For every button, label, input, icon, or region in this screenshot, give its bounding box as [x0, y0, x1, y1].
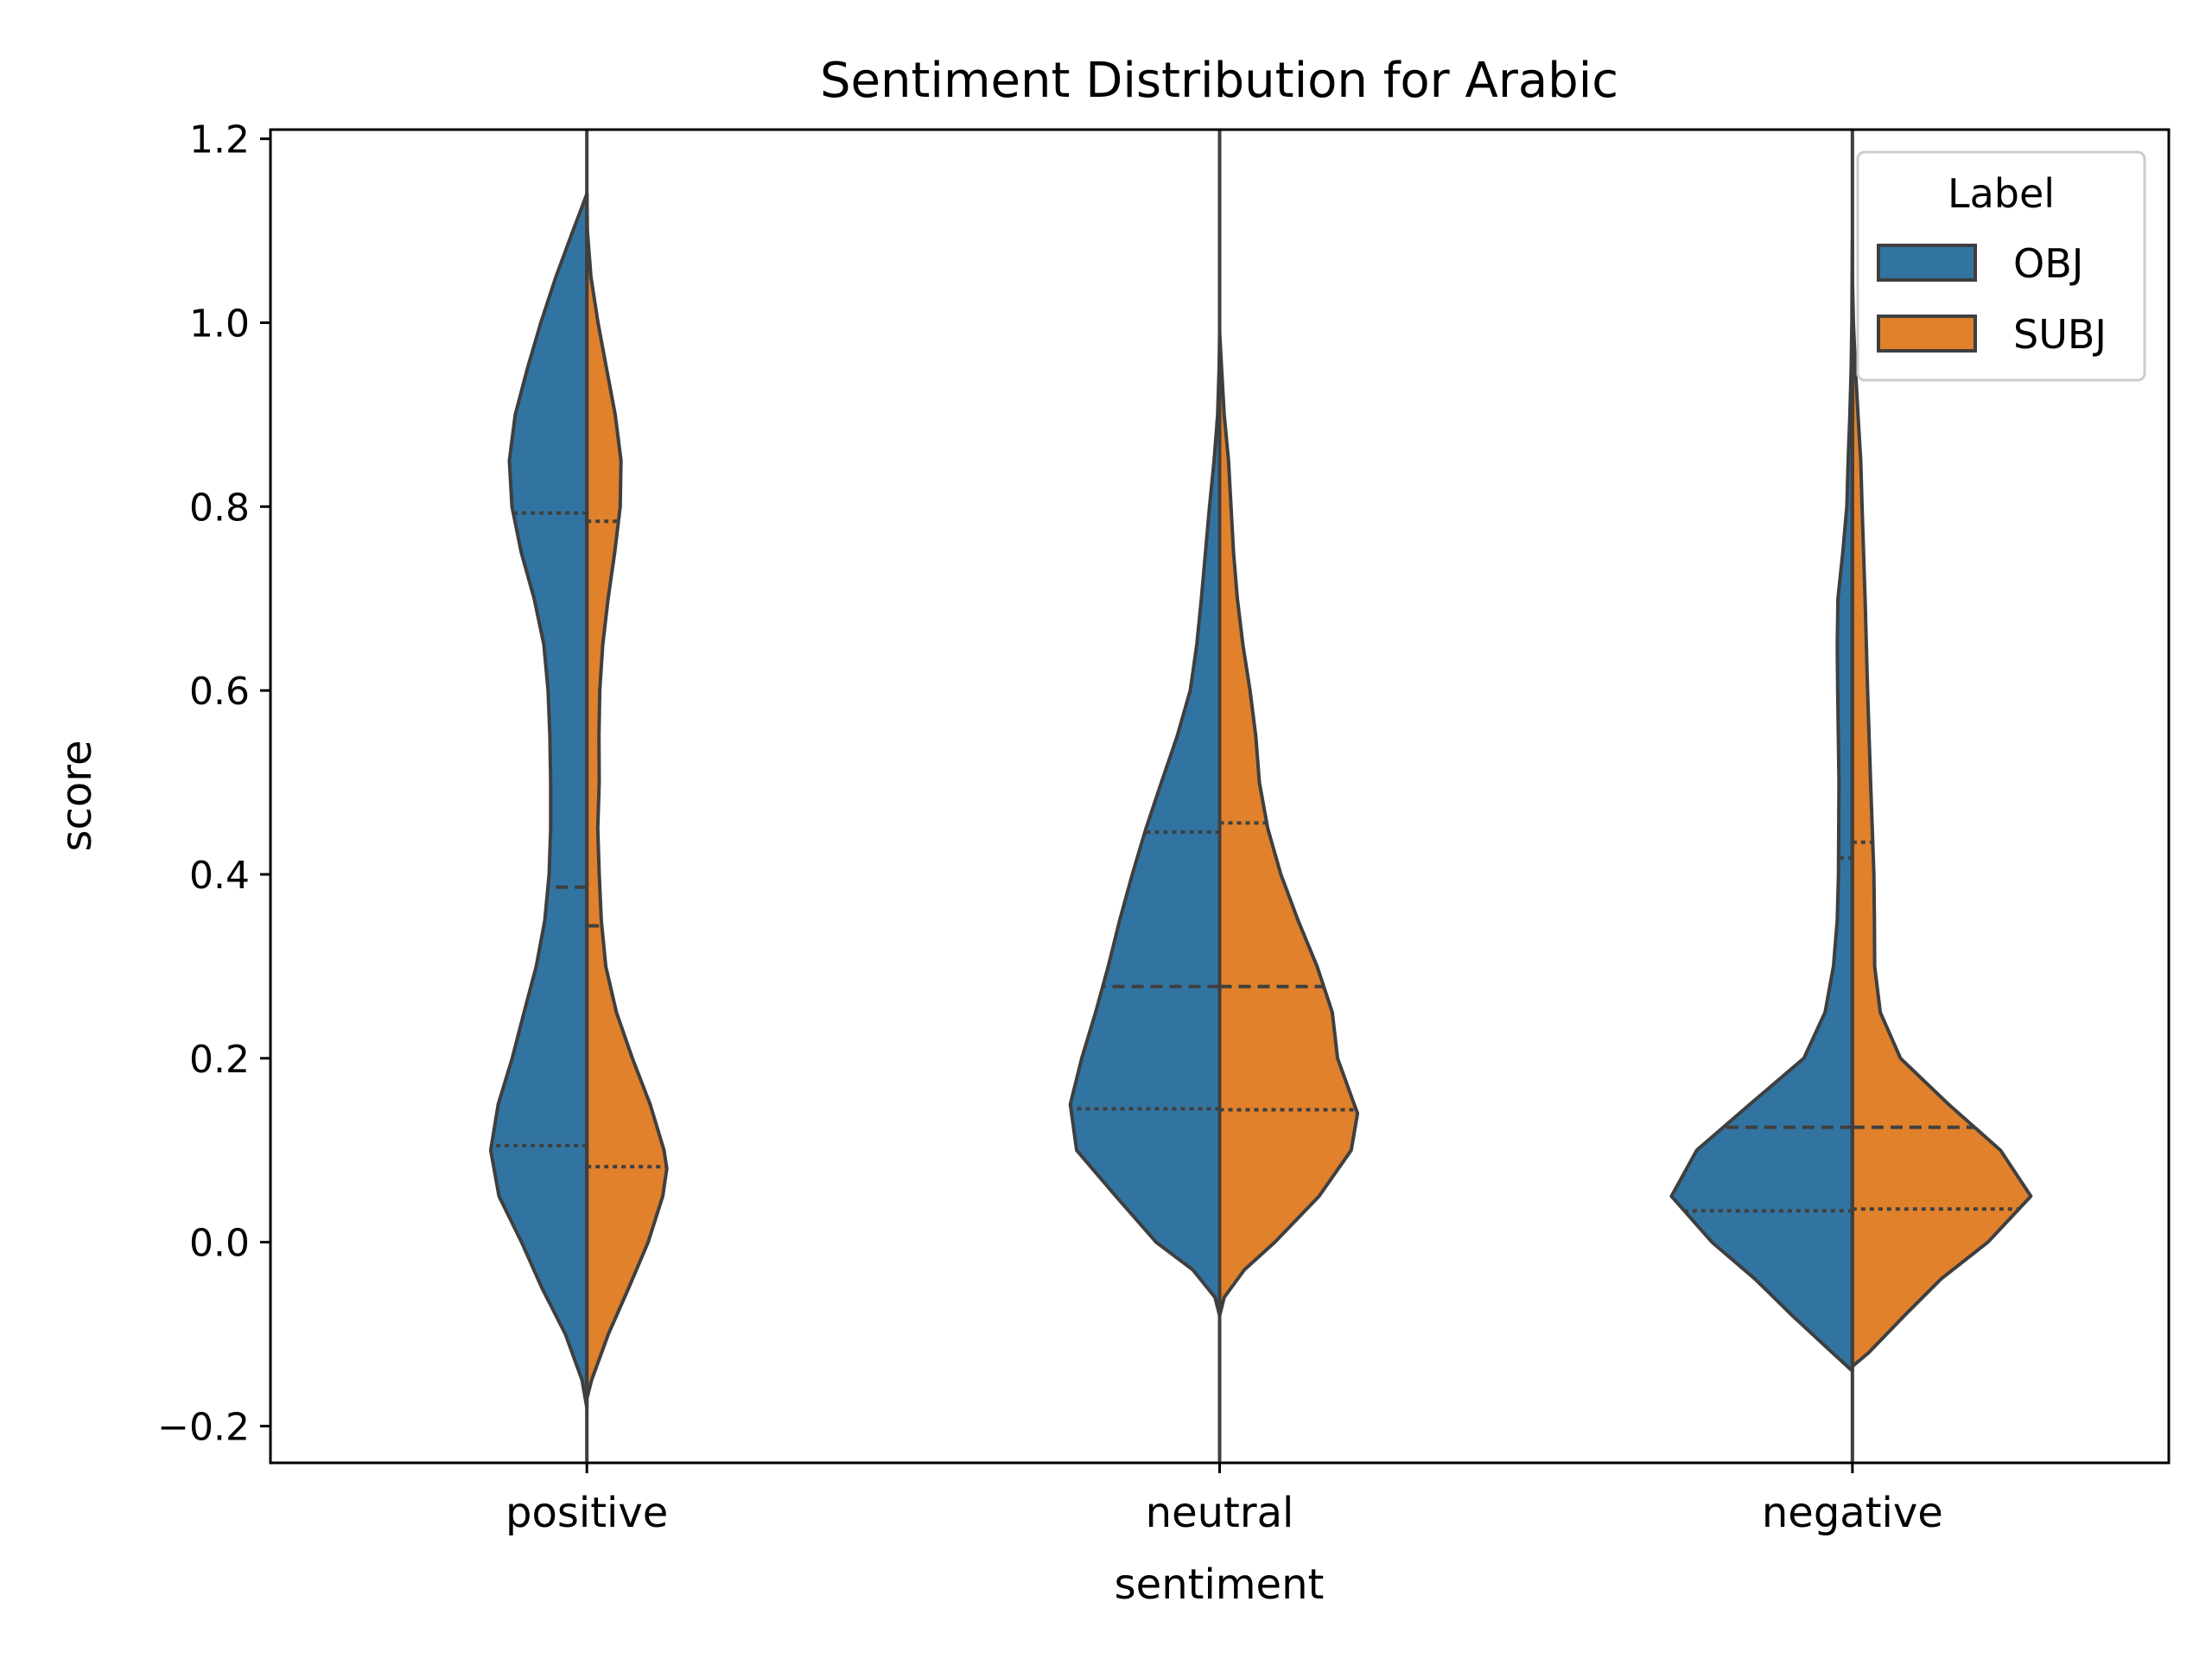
violin-neutral-obj	[1068, 330, 1222, 1318]
y-tick-label: 0.6	[189, 670, 250, 714]
y-axis: −0.2 0.0 0.2 0.4 0.6 0.8 1.0 1.2	[157, 118, 270, 1449]
violin-negative-subj	[1850, 275, 2033, 1369]
legend-label-subj: SUBJ	[2013, 311, 2107, 358]
legend-swatch-subj	[1877, 315, 1977, 353]
y-tick-label: 1.2	[189, 118, 250, 162]
y-tick-label: 0.4	[189, 854, 250, 898]
legend-swatch-obj	[1877, 244, 1977, 282]
violin-layer	[488, 130, 2033, 1463]
x-tick-label-positive: positive	[505, 1489, 668, 1537]
legend: Label OBJ SUBJ	[1856, 150, 2146, 382]
violin-negative-obj	[1669, 238, 1854, 1373]
y-tick-label: −0.2	[157, 1405, 250, 1449]
violin-positive-subj	[585, 192, 669, 1401]
quartile-layer	[491, 511, 2019, 1213]
x-tick-label-neutral: neutral	[1146, 1489, 1294, 1537]
y-tick-label: 0.2	[189, 1038, 250, 1082]
chart-title: Sentiment Distribution for Arabic	[820, 53, 1618, 109]
legend-title: Label	[1948, 170, 2055, 217]
y-axis-label: score	[53, 741, 101, 852]
y-tick-label: 1.0	[189, 302, 250, 346]
x-axis: positive neutral negative	[505, 1463, 1943, 1537]
violin-positive-obj	[488, 192, 589, 1410]
legend-label-obj: OBJ	[2013, 240, 2083, 287]
violin-neutral-subj	[1217, 330, 1360, 1318]
y-tick-label: 0.0	[189, 1222, 250, 1266]
y-tick-label: 0.8	[189, 486, 250, 530]
x-tick-label-negative: negative	[1762, 1489, 1943, 1537]
x-axis-label: sentiment	[1115, 1560, 1325, 1609]
